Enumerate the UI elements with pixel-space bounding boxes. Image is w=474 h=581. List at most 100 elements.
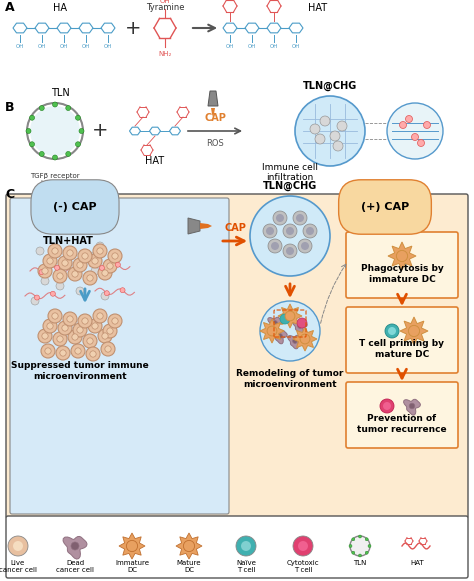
Circle shape xyxy=(67,316,73,322)
Circle shape xyxy=(43,254,57,268)
Circle shape xyxy=(283,224,297,238)
Circle shape xyxy=(306,227,314,235)
FancyBboxPatch shape xyxy=(6,516,468,578)
Circle shape xyxy=(298,239,312,253)
Circle shape xyxy=(26,128,31,134)
Circle shape xyxy=(349,544,352,547)
Circle shape xyxy=(38,329,52,343)
Circle shape xyxy=(107,328,113,334)
Circle shape xyxy=(39,106,44,110)
Circle shape xyxy=(79,128,84,134)
Circle shape xyxy=(8,536,28,556)
Circle shape xyxy=(183,540,195,551)
Circle shape xyxy=(98,329,112,343)
Polygon shape xyxy=(176,533,202,559)
Text: OH: OH xyxy=(16,44,24,49)
Circle shape xyxy=(72,271,78,277)
Text: OH: OH xyxy=(60,44,68,49)
Text: Mature
DC: Mature DC xyxy=(177,560,201,573)
Circle shape xyxy=(58,321,72,335)
Circle shape xyxy=(62,325,68,331)
Circle shape xyxy=(86,347,100,361)
Circle shape xyxy=(102,270,108,276)
Polygon shape xyxy=(211,108,215,117)
Polygon shape xyxy=(188,218,200,234)
Circle shape xyxy=(73,323,87,337)
Circle shape xyxy=(310,124,320,134)
Polygon shape xyxy=(288,335,302,349)
Circle shape xyxy=(127,540,137,551)
Circle shape xyxy=(75,348,81,354)
Polygon shape xyxy=(268,317,282,331)
Circle shape xyxy=(112,318,118,324)
Circle shape xyxy=(112,253,118,259)
Circle shape xyxy=(409,403,415,409)
Circle shape xyxy=(78,314,92,328)
Circle shape xyxy=(358,535,362,538)
Text: OH: OH xyxy=(104,44,112,49)
Circle shape xyxy=(104,290,109,296)
Circle shape xyxy=(38,264,52,278)
Circle shape xyxy=(68,267,82,281)
Text: OH: OH xyxy=(270,44,278,49)
Text: C: C xyxy=(5,188,14,201)
Text: TLN: TLN xyxy=(51,88,69,98)
Text: Prevention of
tumor recurrence: Prevention of tumor recurrence xyxy=(357,414,447,434)
Circle shape xyxy=(57,336,63,342)
Circle shape xyxy=(98,266,112,280)
Circle shape xyxy=(87,275,93,281)
Circle shape xyxy=(55,266,60,270)
Text: OH: OH xyxy=(248,44,256,49)
Circle shape xyxy=(50,291,55,296)
Circle shape xyxy=(388,327,396,335)
Circle shape xyxy=(46,257,54,265)
Text: HAT: HAT xyxy=(410,560,424,566)
Circle shape xyxy=(83,334,97,348)
Circle shape xyxy=(411,134,419,141)
Circle shape xyxy=(383,402,391,410)
Circle shape xyxy=(365,551,368,554)
Circle shape xyxy=(53,102,57,107)
Text: TLN: TLN xyxy=(353,560,367,566)
Text: OH: OH xyxy=(292,44,300,49)
Circle shape xyxy=(82,253,88,259)
Circle shape xyxy=(297,318,307,328)
Circle shape xyxy=(93,244,107,258)
Circle shape xyxy=(330,131,340,141)
Circle shape xyxy=(405,116,412,123)
Circle shape xyxy=(72,334,78,340)
Circle shape xyxy=(300,334,310,344)
Text: HAT: HAT xyxy=(309,3,328,13)
Circle shape xyxy=(48,309,62,323)
Circle shape xyxy=(35,295,39,300)
Circle shape xyxy=(97,313,103,319)
Circle shape xyxy=(43,319,57,333)
Circle shape xyxy=(52,248,58,254)
Text: ROS: ROS xyxy=(206,139,224,148)
Text: OH: OH xyxy=(160,0,170,4)
Circle shape xyxy=(368,544,371,547)
Circle shape xyxy=(266,227,274,235)
FancyBboxPatch shape xyxy=(346,307,458,373)
Circle shape xyxy=(380,399,394,413)
Circle shape xyxy=(271,242,279,250)
Circle shape xyxy=(71,542,79,550)
Circle shape xyxy=(286,227,294,235)
Polygon shape xyxy=(404,399,420,415)
Circle shape xyxy=(358,554,362,557)
Polygon shape xyxy=(293,327,317,351)
Text: Dead
cancer cell: Dead cancer cell xyxy=(56,560,94,573)
Circle shape xyxy=(78,249,92,263)
Text: CAP: CAP xyxy=(204,113,226,123)
Circle shape xyxy=(67,250,73,256)
Text: NH₂: NH₂ xyxy=(158,51,172,57)
Circle shape xyxy=(350,536,370,556)
Circle shape xyxy=(93,309,107,323)
Text: +: + xyxy=(125,19,141,38)
Text: Live
cancer cell: Live cancer cell xyxy=(0,560,37,573)
Circle shape xyxy=(90,351,96,357)
Circle shape xyxy=(48,244,62,258)
Text: +: + xyxy=(92,121,108,141)
Circle shape xyxy=(56,282,64,290)
Circle shape xyxy=(276,214,284,222)
